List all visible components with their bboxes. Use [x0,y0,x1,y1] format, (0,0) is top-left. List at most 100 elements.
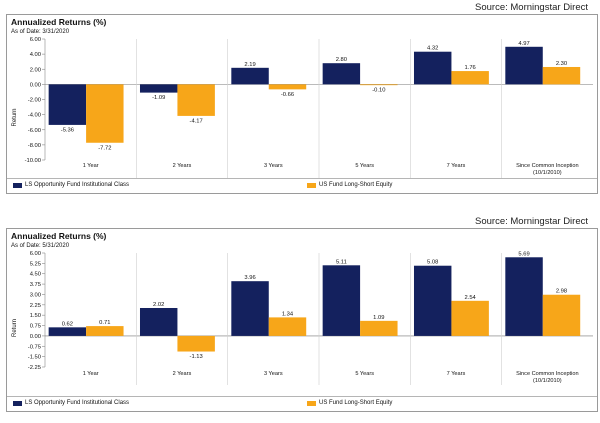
source-note: Source: Morningstar Direct [475,2,588,13]
data-label: 1.76 [465,65,476,71]
legend-swatch-benchmark [307,182,316,188]
chart-legend: LS Opportunity Fund Institutional Class … [7,178,597,193]
bar-benchmark [86,326,124,336]
data-label: 1.34 [282,311,294,317]
data-label: 2.02 [153,302,164,308]
y-tick-label: 3.75 [30,282,41,288]
bar-fund [48,327,87,336]
bar-benchmark [268,84,307,90]
y-tick-label: 1.50 [30,313,41,319]
data-label: -4.17 [190,118,203,124]
data-label: 0.62 [62,321,73,327]
bar-fund [139,84,178,93]
data-label: 3.96 [244,275,255,281]
y-tick-label: 2.25 [30,303,41,309]
y-tick-label: 6.00 [30,251,41,257]
y-tick-label: 0.00 [30,82,41,88]
source-note: Source: Morningstar Direct [475,216,588,227]
data-label: 2.19 [244,62,255,68]
y-tick-label: 4.00 [30,52,41,58]
data-label: -1.13 [190,354,203,360]
data-label: 5.08 [427,260,438,266]
data-label: 5.11 [336,259,347,265]
y-tick-label: -2.25 [28,365,41,371]
data-label: -7.72 [98,145,111,151]
chart-title: Annualized Returns (%) [11,231,107,241]
legend-label-fund: LS Opportunity Fund Institutional Class [25,182,130,188]
bar-benchmark [268,317,307,336]
data-label: -1.09 [152,95,165,101]
category-label: 1 Year [83,371,99,377]
legend-swatch-benchmark [307,400,316,406]
y-tick-label: 4.50 [30,272,41,278]
chart-legend: LS Opportunity Fund Institutional Class … [7,396,597,411]
category-label: 2 Years [173,163,192,169]
y-tick-label: -10.00 [25,158,41,164]
data-label: 2.30 [556,61,567,67]
bar-chart-1: -10.00 -8.00 -6.00 -4.00 -2.00 0.00 2.00 4.00 6.… [12,37,593,178]
category-label: 5 Years [355,371,374,377]
data-label: 4.97 [518,41,529,47]
category-label: 1 Year [83,163,99,169]
bar-benchmark [86,84,124,143]
data-label: 2.54 [465,295,477,301]
category-label: Since Common Inception [516,371,579,377]
as-of-date: As of Date: 5/31/2020 [11,243,70,249]
legend-swatch-fund [13,400,22,406]
bar-benchmark [542,66,581,85]
bar-fund [322,265,361,336]
y-tick-label: -2.00 [28,98,41,104]
legend-swatch-fund [13,182,22,188]
bar-fund [505,257,543,336]
category-label: 3 Years [264,163,283,169]
category-label: (10/1/2010) [533,170,562,176]
bar-benchmark [177,84,215,116]
y-axis-title: Return [12,108,18,126]
y-tick-label: -4.00 [28,113,41,119]
legend-label-benchmark: US Fund Long-Short Equity [319,400,393,406]
bar-fund [413,265,452,336]
bar-benchmark [451,71,489,85]
category-label: 3 Years [264,371,283,377]
bar-benchmark [542,294,581,336]
data-label: -0.10 [372,88,385,94]
bar-fund [231,281,269,336]
chart-title: Annualized Returns (%) [11,17,107,27]
y-tick-label: 0.00 [30,334,41,340]
legend-label-fund: LS Opportunity Fund Institutional Class [25,400,130,406]
data-label: 2.80 [336,57,347,63]
bar-chart-2: -2.25 -1.50 -0.75 0.00 0.75 1.50 2.25 3.00 3.75 4… [12,251,593,385]
y-tick-label: -1.50 [28,355,41,361]
data-label: 4.32 [427,46,438,52]
category-label: Since Common Inception [516,163,579,169]
category-label: 7 Years [447,163,466,169]
y-tick-label: -8.00 [28,143,41,149]
bar-benchmark [360,320,398,336]
bar-fund [322,63,361,85]
legend-label-benchmark: US Fund Long-Short Equity [319,182,393,188]
category-label: 2 Years [173,371,192,377]
category-label: 7 Years [447,371,466,377]
bar-fund [139,307,178,336]
data-label: 2.98 [556,289,567,295]
bar-fund [413,51,452,85]
bar-fund [231,67,269,85]
bar-fund [505,46,543,85]
bar-benchmark [360,84,398,86]
y-tick-label: -6.00 [28,128,41,134]
y-tick-label: 2.00 [30,67,41,73]
chart-panel-1: Annualized Returns (%) As of Date: 3/31/… [6,14,598,194]
as-of-date: As of Date: 3/31/2020 [11,29,70,35]
data-label: 5.69 [518,251,529,257]
y-tick-label: 0.75 [30,324,41,330]
bar-benchmark [177,335,215,352]
y-tick-label: 3.00 [30,292,41,298]
bar-benchmark [451,300,489,336]
data-label: 1.09 [373,315,384,321]
category-label: 5 Years [355,163,374,169]
category-label: (10/1/2010) [533,378,562,384]
data-label: 0.71 [99,320,110,326]
y-tick-label: 5.25 [30,261,41,267]
y-axis-title: Return [12,319,18,337]
data-label: -0.66 [281,92,294,98]
